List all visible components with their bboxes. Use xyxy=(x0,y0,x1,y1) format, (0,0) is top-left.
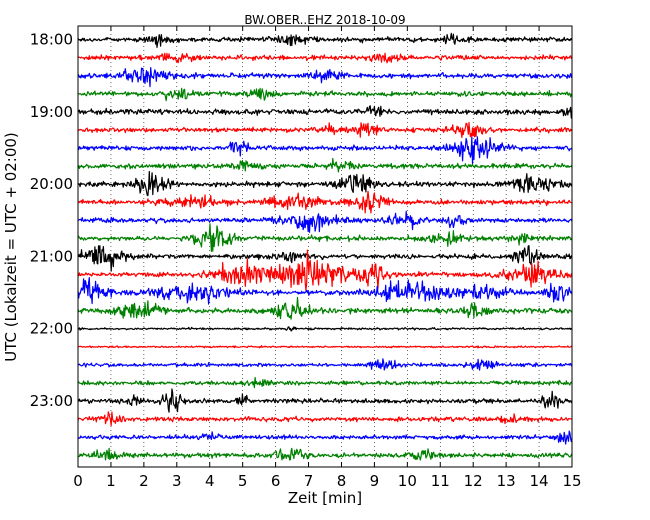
trace-4 xyxy=(78,105,573,119)
x-axis-label: Zeit [min] xyxy=(288,489,362,507)
trace-7 xyxy=(77,157,573,173)
trace-23 xyxy=(77,447,573,461)
trace-10 xyxy=(77,210,573,233)
y-tick-label: 20:00 xyxy=(30,175,73,193)
trace-19 xyxy=(77,376,573,389)
x-tick-label: 2 xyxy=(139,472,149,490)
x-tick-label: 6 xyxy=(271,472,281,490)
x-tick-label: 10 xyxy=(398,472,417,490)
x-tick-label: 4 xyxy=(205,472,215,490)
trace-2 xyxy=(77,67,573,88)
x-tick-label: 14 xyxy=(530,472,549,490)
x-tick-label: 0 xyxy=(73,472,83,490)
x-tick-label: 5 xyxy=(238,472,248,490)
y-tick-label: 22:00 xyxy=(30,320,73,338)
trace-16 xyxy=(77,326,573,332)
x-tick-label: 15 xyxy=(562,472,581,490)
trace-11 xyxy=(77,223,573,252)
y-axis-label: UTC (Lokalzeit = UTC + 02:00) xyxy=(2,132,20,362)
x-tick-label: 9 xyxy=(370,472,380,490)
trace-15 xyxy=(77,296,573,320)
vertical-grid xyxy=(110,26,540,467)
trace-1 xyxy=(77,52,573,64)
trace-18 xyxy=(77,358,573,371)
trace-5 xyxy=(77,121,573,138)
y-tick-label: 23:00 xyxy=(30,392,73,410)
trace-13 xyxy=(77,249,573,292)
trace-3 xyxy=(77,87,573,102)
x-tick-label: 13 xyxy=(497,472,516,490)
x-tick-label: 11 xyxy=(431,472,450,490)
x-tick-label: 12 xyxy=(464,472,483,490)
trace-8 xyxy=(77,170,573,197)
y-axis-ticks: 18:00 19:00 20:00 21:00 22:00 23:00 xyxy=(30,31,572,410)
x-tick-label: 1 xyxy=(106,472,116,490)
x-tick-label: 8 xyxy=(337,472,347,490)
plot-frame xyxy=(77,25,573,468)
x-tick-label: 3 xyxy=(172,472,182,490)
chart-title: BW.OBER..EHZ 2018-10-09 xyxy=(244,13,405,27)
y-tick-label: 21:00 xyxy=(30,247,73,265)
x-axis-ticks: 0 1 2 3 4 5 6 7 8 9 10 11 12 13 14 15 xyxy=(73,26,582,490)
trace-14 xyxy=(77,277,573,305)
trace-0 xyxy=(77,32,573,48)
trace-20 xyxy=(77,388,573,413)
trace-12 xyxy=(77,245,573,272)
trace-21 xyxy=(77,411,573,427)
x-tick-label: 7 xyxy=(304,472,314,490)
trace-9 xyxy=(77,190,572,214)
y-tick-label: 19:00 xyxy=(30,103,73,121)
seismic-traces xyxy=(77,32,573,461)
trace-6 xyxy=(77,136,573,165)
trace-22 xyxy=(77,430,573,445)
y-tick-label: 18:00 xyxy=(30,31,73,49)
trace-17 xyxy=(77,345,573,349)
